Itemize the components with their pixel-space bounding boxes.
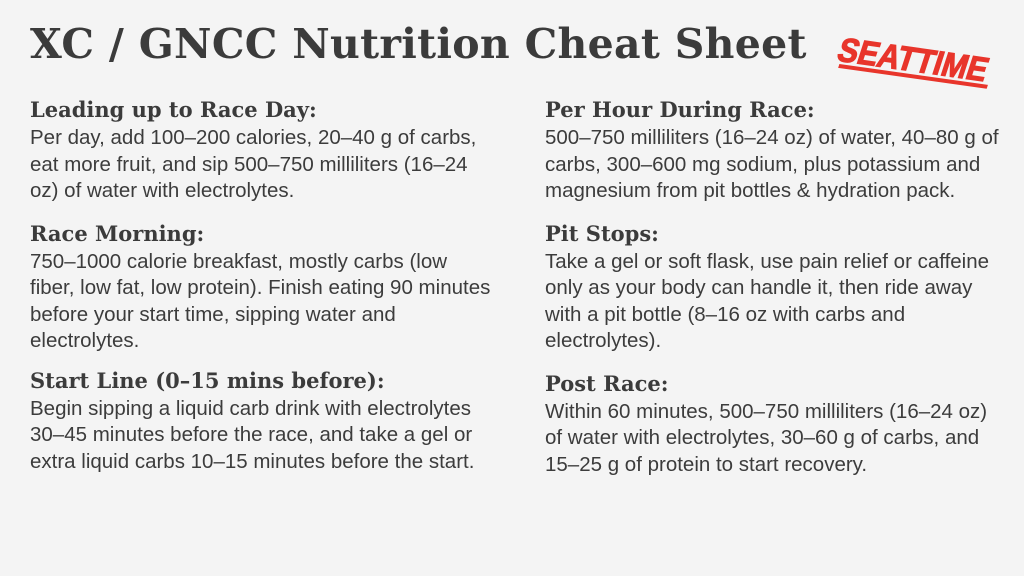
page-title: XC / GNCC Nutrition Cheat Sheet — [30, 20, 807, 68]
section-race-morning: Race Morning: 750–1000 calorie breakfast… — [30, 220, 492, 355]
section-body: Within 60 minutes, 500–750 milliliters (… — [545, 399, 988, 476]
section-heading: Pit Stops: — [545, 220, 659, 246]
section-heading: Per Hour During Race: — [545, 97, 815, 122]
section-start-line: Start Line (0–15 mins before): Begin sip… — [30, 367, 492, 476]
section-body: Per day, add 100–200 calories, 20–40 g o… — [30, 126, 477, 202]
section-heading: Race Morning: — [30, 220, 205, 246]
section-body: Begin sipping a liquid carb drink with e… — [30, 396, 475, 473]
left-column: Leading up to Race Day: Per day, add 100… — [30, 96, 492, 475]
right-column: Per Hour During Race: 500–750 milliliter… — [545, 96, 1005, 478]
seattime-logo-graphic: SEATTIME — [834, 31, 994, 89]
section-heading: Leading up to Race Day: — [30, 97, 317, 122]
section-post-race: Post Race: Within 60 minutes, 500–750 mi… — [545, 370, 1005, 479]
section-heading: Start Line (0–15 mins before): — [30, 367, 385, 393]
logo-wordmark: SEATTIME — [834, 32, 993, 89]
section-leading-up: Leading up to Race Day: Per day, add 100… — [30, 96, 492, 205]
section-body: Take a gel or soft flask, use pain relie… — [545, 249, 990, 353]
section-heading: Post Race: — [545, 370, 669, 396]
seattime-logo: SEATTIME — [834, 20, 1004, 96]
section-body: 500–750 milliliters (16–24 oz) of water,… — [545, 126, 999, 202]
section-per-hour: Per Hour During Race: 500–750 milliliter… — [545, 96, 1005, 205]
section-body: 750–1000 calorie breakfast, mostly carbs… — [30, 249, 491, 353]
logo-underline — [838, 63, 988, 89]
section-pit-stops: Pit Stops: Take a gel or soft flask, use… — [545, 220, 1005, 355]
